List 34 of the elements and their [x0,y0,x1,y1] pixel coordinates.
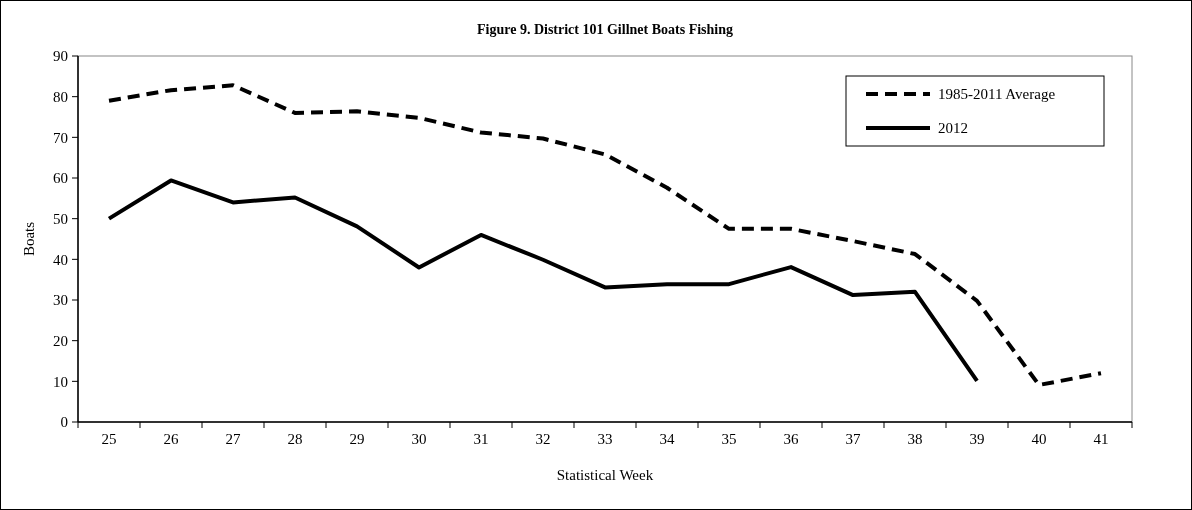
y-tick-label: 50 [53,210,68,227]
y-axis-title: Boats [21,221,37,257]
x-tick-label: 30 [411,431,427,447]
x-tick-label: 33 [597,431,613,447]
x-tick-label: 38 [907,431,923,447]
x-tick-label: 37 [845,431,861,447]
x-tick-label: 29 [349,431,365,447]
y-tick-label: 30 [53,292,68,309]
y-tick-label: 0 [60,414,68,431]
x-tick-label: 41 [1093,431,1109,447]
x-tick-label: 32 [535,431,551,447]
y-tick-label: 20 [53,332,68,349]
x-tick-label: 34 [659,431,675,447]
x-tick-label: 36 [783,431,799,447]
legend-label: 2012 [938,120,968,137]
x-tick-label: 27 [225,431,241,447]
y-tick-label: 80 [53,88,68,105]
y-tick-label: 90 [53,48,68,65]
y-tick-label: 70 [53,129,68,146]
x-axis-title: Statistical Week [556,467,654,483]
legend-label: 1985-2011 Average [938,86,1056,103]
line-series [107,83,1103,387]
x-tick-label: 26 [163,431,179,447]
x-tick-label: 40 [1031,431,1047,447]
chart-title: Figure 9. District 101 Gillnet Boats Fishing [476,22,734,37]
y-tick-label: 40 [53,251,68,268]
x-tick-label: 35 [721,431,737,447]
x-tick-label: 25 [101,431,117,447]
x-tick-label: 31 [473,431,489,447]
x-tick-label: 39 [969,431,985,447]
x-tick-label: 28 [287,431,303,447]
y-tick-label: 10 [53,373,68,390]
y-tick-label: 60 [53,170,68,187]
line-series [107,178,979,383]
